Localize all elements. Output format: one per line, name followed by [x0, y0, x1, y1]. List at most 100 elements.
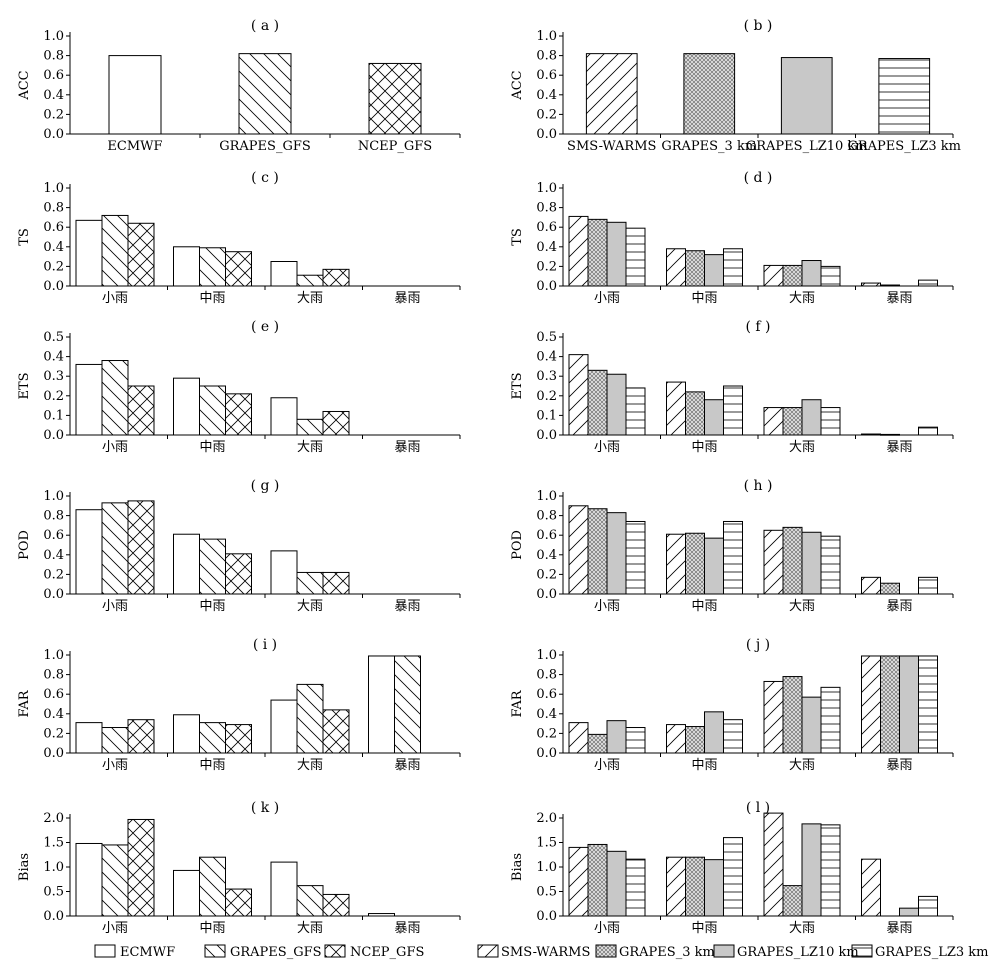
bar — [782, 676, 803, 754]
x-tick-label: 大雨 — [789, 440, 815, 455]
bar — [173, 377, 200, 436]
y-tick-label: 0.8 — [536, 509, 557, 524]
y-axis-label: POD — [510, 530, 525, 560]
bar — [861, 576, 881, 595]
chart-title: ( g ) — [251, 478, 280, 494]
y-axis-label: ETS — [510, 372, 525, 399]
x-tick-label: 小雨 — [102, 921, 128, 936]
x-tick-label: 暴雨 — [886, 291, 912, 306]
y-tick-label: 1.5 — [43, 836, 64, 851]
x-tick-label: 中雨 — [199, 758, 225, 773]
bar — [368, 913, 395, 917]
x-tick-label: 大雨 — [789, 291, 815, 306]
y-tick-label: 0.0 — [536, 279, 557, 294]
legend-label: NCEP_GFS — [350, 945, 424, 960]
bar — [625, 858, 646, 917]
y-tick-label: 0.4 — [536, 707, 557, 722]
y-tick-label: 0.0 — [536, 909, 557, 924]
y-tick-label: 1.0 — [536, 29, 557, 44]
bar — [683, 53, 736, 135]
bar — [127, 222, 155, 287]
bar — [723, 719, 743, 754]
y-tick-label: 0.8 — [536, 668, 557, 683]
bar — [820, 824, 841, 917]
x-tick-label: 中雨 — [691, 758, 717, 773]
chart-panel-d: ( d ) TS 0.0 0.2 0.4 0.6 0.8 1.0 小雨 中雨 大雨 暴雨 — [510, 170, 954, 306]
bar — [127, 818, 155, 917]
y-axis-label: ACC — [17, 70, 32, 100]
x-tick-label: 小雨 — [102, 758, 128, 773]
bar — [782, 885, 803, 917]
y-tick-label: 0.6 — [536, 528, 557, 543]
y-axis-label: Bias — [17, 853, 32, 881]
bar — [127, 385, 155, 436]
y-tick-label: 2.0 — [536, 811, 557, 826]
bar — [606, 373, 627, 436]
x-tick-label: 中雨 — [691, 921, 717, 936]
bar — [801, 696, 822, 754]
bar — [587, 508, 608, 595]
bar — [225, 553, 252, 595]
chart-panel-k: ( k ) Bias 0.0 0.5 1.0 1.5 2.0 小雨 中雨 大雨 暴雨 — [17, 800, 461, 936]
bar — [270, 699, 298, 754]
bar — [685, 250, 705, 287]
bar — [75, 509, 103, 595]
bar — [704, 711, 724, 754]
bar — [296, 683, 324, 754]
bar — [782, 526, 803, 595]
bar — [918, 279, 938, 287]
bar — [322, 571, 350, 595]
bar — [108, 55, 162, 135]
bar — [666, 533, 686, 595]
chart-panel-c: ( c ) TS 0.0 0.2 0.4 0.6 0.8 1.0 小雨 中雨 大雨 暴雨 — [17, 170, 461, 306]
bar — [704, 399, 724, 436]
y-tick-label: 0.6 — [43, 68, 64, 83]
bar — [101, 502, 129, 595]
x-tick-label: 暴雨 — [394, 599, 420, 614]
bar — [606, 850, 627, 917]
y-axis-label: POD — [17, 530, 32, 560]
chart-title: ( l ) — [746, 800, 770, 816]
x-tick-label: 暴雨 — [394, 921, 420, 936]
bar — [782, 264, 803, 287]
y-tick-label: 0.0 — [43, 746, 64, 761]
x-tick-label: 中雨 — [199, 291, 225, 306]
bar — [723, 248, 743, 287]
y-tick-label: 0.8 — [43, 201, 64, 216]
bar — [861, 282, 881, 287]
y-tick-label: 0.6 — [536, 687, 557, 702]
bar — [296, 885, 324, 917]
bar — [270, 261, 298, 287]
bar — [918, 426, 938, 436]
y-tick-label: 0.6 — [43, 220, 64, 235]
bar — [173, 533, 200, 595]
bar — [225, 393, 252, 436]
y-tick-label: 1.0 — [43, 489, 64, 504]
bar — [296, 418, 324, 436]
x-tick-label: 暴雨 — [886, 921, 912, 936]
y-axis-label: TS — [510, 228, 525, 246]
x-tick-label: GRAPES_3 km — [661, 139, 757, 154]
y-tick-label: 0.0 — [43, 587, 64, 602]
bar — [75, 722, 103, 754]
y-tick-label: 1.0 — [43, 648, 64, 663]
x-tick-label: 大雨 — [297, 440, 323, 455]
bar — [606, 512, 627, 595]
bar — [199, 722, 226, 754]
bar — [101, 214, 129, 287]
x-tick-label: 中雨 — [691, 291, 717, 306]
y-tick-label: 0.0 — [43, 428, 64, 443]
bar — [763, 812, 784, 917]
bar — [704, 859, 724, 917]
y-tick-label: 1.0 — [43, 29, 64, 44]
legend-label: GRAPES_LZ3 km — [875, 945, 988, 960]
x-tick-label: 小雨 — [594, 440, 620, 455]
bar — [780, 57, 833, 135]
bar — [127, 500, 155, 595]
bar — [368, 62, 422, 135]
chart-panel-f: ( f ) ETS 0.0 0.1 0.2 0.3 0.4 0.5 小雨 中雨 大雨 暴雨 — [510, 319, 954, 455]
bar — [625, 227, 646, 287]
x-tick-label: GRAPES_LZ3 km — [848, 139, 961, 154]
bar — [199, 247, 226, 287]
